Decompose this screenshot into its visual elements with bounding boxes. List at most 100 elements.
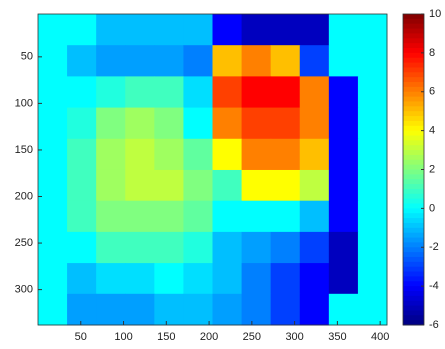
heat-cell: [125, 45, 155, 77]
colorbar-slice: [403, 256, 424, 263]
heat-cell: [38, 231, 68, 264]
heat-cell: [67, 263, 97, 295]
heat-cell: [183, 76, 213, 109]
y-tick-label: 250: [15, 237, 33, 249]
x-tick-label: 400: [371, 331, 389, 343]
colorbar-slice: [403, 82, 424, 88]
heat-cell: [299, 169, 330, 202]
colorbar-tick-label: 10: [429, 8, 441, 20]
colorbar-slice: [403, 77, 424, 83]
colorbar-slice: [403, 237, 424, 243]
heat-cell: [38, 45, 68, 77]
heat-cell: [125, 169, 155, 202]
colorbar-slice: [403, 43, 424, 49]
colorbar-slice: [403, 305, 424, 311]
heat-cell: [183, 169, 213, 202]
colorbar-slice: [403, 184, 424, 190]
heat-cell: [212, 138, 243, 171]
heat-cell: [96, 293, 126, 326]
colorbar-slice: [403, 140, 424, 146]
heat-cell: [67, 200, 97, 233]
heat-cell: [241, 107, 272, 140]
heat-cell: [67, 169, 97, 202]
colorbar-slice: [403, 86, 424, 93]
colorbar-slice: [403, 281, 424, 287]
colorbar-slice: [403, 300, 424, 307]
heat-cell: [154, 200, 184, 233]
heat-cell: [270, 293, 301, 326]
heat-cell: [270, 45, 301, 77]
colorbar-tick-label: 6: [429, 86, 435, 98]
heat-cell: [299, 138, 330, 171]
heat-cell: [67, 107, 97, 140]
heat-cell: [328, 169, 359, 202]
y-tick-label: 150: [15, 144, 33, 156]
x-tick-label: 100: [114, 331, 132, 343]
heat-cell: [241, 76, 272, 109]
y-tick-label: 50: [21, 51, 33, 63]
heat-cell: [241, 45, 272, 77]
colorbar-slice: [403, 38, 424, 44]
heat-cell: [212, 263, 243, 295]
heat-cell: [96, 169, 126, 202]
heat-cell: [38, 169, 68, 202]
colorbar-slice: [403, 188, 424, 195]
heat-cell: [38, 200, 68, 233]
colorbar-tick-label: -2: [429, 241, 439, 253]
heat-cell: [357, 293, 388, 326]
colorbar-slice: [403, 295, 424, 302]
heat-cell: [38, 293, 68, 326]
heat-cell: [328, 200, 359, 233]
heat-cell: [328, 138, 359, 171]
colorbar-slice: [403, 203, 424, 209]
heat-cell: [357, 231, 388, 264]
heat-cell: [125, 107, 155, 140]
colorbar-slice: [403, 232, 424, 239]
heat-cell: [154, 169, 184, 202]
colorbar-slice: [403, 91, 424, 98]
heat-cell: [270, 200, 301, 233]
heat-cell: [241, 14, 272, 46]
colorbar-slice: [403, 150, 424, 156]
heat-cell: [96, 14, 126, 46]
heat-cell: [328, 263, 359, 295]
heat-cell: [212, 107, 243, 140]
heat-cell: [212, 231, 243, 264]
colorbar-slice: [403, 62, 424, 68]
heat-cell: [183, 263, 213, 295]
heat-cell: [357, 263, 388, 295]
heat-cell: [357, 107, 388, 140]
colorbar-slice: [403, 266, 424, 273]
heat-cell: [67, 45, 97, 77]
heat-cell: [38, 263, 68, 295]
heat-cell: [328, 45, 359, 77]
heat-cell: [328, 14, 359, 46]
heat-cell: [154, 14, 184, 46]
heat-cell: [183, 293, 213, 326]
heat-cell: [154, 263, 184, 295]
heat-cell: [241, 138, 272, 171]
colorbar-slice: [403, 111, 424, 117]
heat-cell: [357, 169, 388, 202]
colorbar-slice: [403, 14, 424, 20]
colorbar-slice: [403, 72, 424, 78]
heat-cell: [96, 231, 126, 264]
colorbar-slice: [403, 310, 424, 316]
x-tick-label: 300: [285, 331, 303, 343]
heat-cell: [125, 138, 155, 171]
heat-cell: [241, 200, 272, 233]
colorbar-slice: [403, 52, 424, 59]
x-tick-label: 350: [328, 331, 346, 343]
heat-cell: [38, 107, 68, 140]
colorbar-tick-label: 2: [429, 163, 435, 175]
colorbar-slice: [403, 130, 424, 136]
heat-cell: [212, 200, 243, 233]
heat-cell: [67, 14, 97, 46]
colorbar-slice: [403, 125, 424, 132]
x-tick-label: 150: [157, 331, 175, 343]
heat-cell: [183, 107, 213, 140]
colorbar-slice: [403, 48, 424, 54]
heat-cell: [299, 200, 330, 233]
heat-cell: [125, 200, 155, 233]
colorbar-slice: [403, 23, 424, 30]
